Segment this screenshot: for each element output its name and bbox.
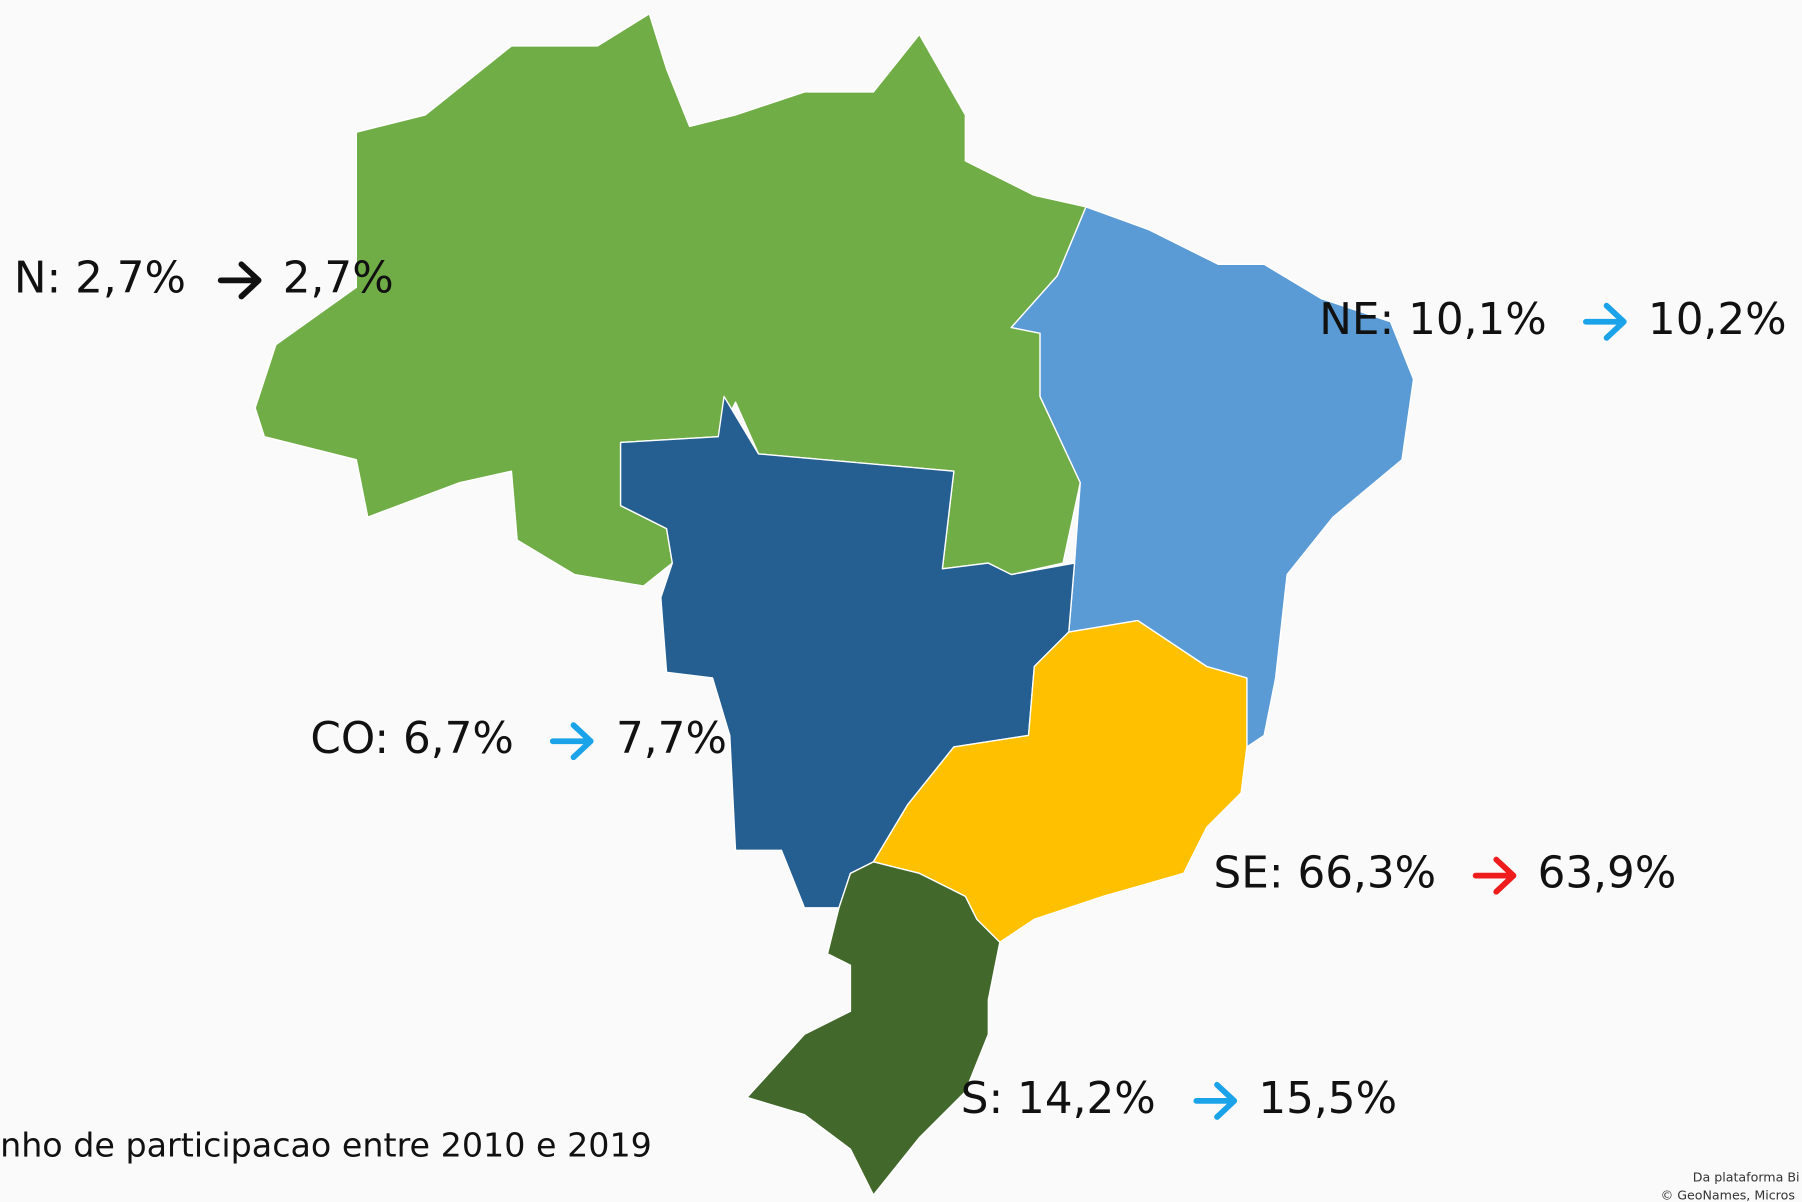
region	[746, 861, 1001, 1196]
trend-arrow	[549, 722, 594, 761]
region-label: CO: 6,7%	[310, 713, 514, 764]
trend-arrow	[1193, 1081, 1238, 1120]
region	[1010, 206, 1415, 748]
region-value: 63,9%	[1538, 848, 1677, 899]
region-label: NE: 10,1%	[1319, 294, 1547, 345]
footer-note: nho de participacao entre 2010 e 2019	[0, 1125, 652, 1164]
trend-arrow	[1472, 856, 1517, 895]
region-value: 10,2%	[1648, 294, 1787, 345]
region-value: 7,7%	[616, 713, 727, 764]
region	[872, 619, 1248, 943]
region-label: S: 14,2%	[961, 1073, 1156, 1124]
trend-arrow	[217, 261, 262, 300]
region-value: 2,7%	[283, 252, 394, 303]
trend-arrow	[1583, 302, 1627, 341]
region-label: SE: 66,3%	[1214, 848, 1437, 899]
region-value: 15,5%	[1258, 1073, 1397, 1124]
attribution: Da plataforma Bi	[1693, 1169, 1800, 1184]
attribution: © GeoNames, Micros	[1661, 1188, 1795, 1202]
regions	[254, 13, 1415, 1196]
region-label: N: 2,7%	[14, 252, 186, 303]
